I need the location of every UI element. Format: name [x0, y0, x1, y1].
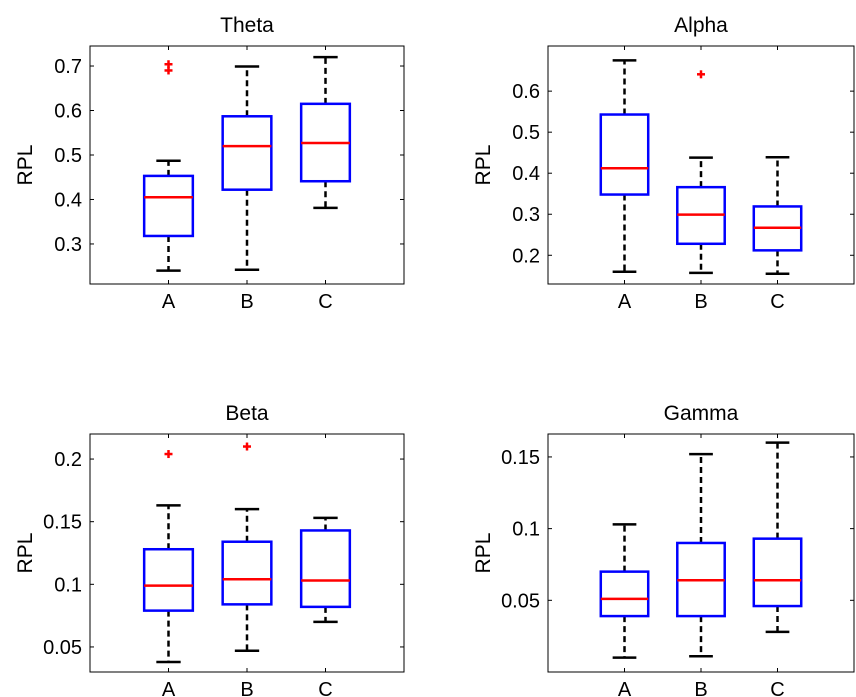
chart-0-xtick-label: B: [240, 291, 253, 313]
chart-2-xtick-label: C: [318, 679, 332, 697]
chart-3-ylabel: RPL: [472, 533, 495, 574]
chart-3-box: [599, 570, 650, 618]
chart-3-xtick-label: A: [618, 679, 632, 697]
chart-1-ylabel: RPL: [472, 145, 495, 186]
chart-3-title: Gamma: [664, 402, 739, 425]
chart-3-xtick-label: B: [694, 679, 707, 697]
chart-2-xtick-label: B: [240, 679, 253, 697]
chart-3-ytick-label: 0.05: [501, 590, 540, 612]
chart-0-ytick-label: 0.5: [54, 145, 82, 167]
chart-0-box: [142, 174, 195, 238]
chart-1-xtick-label: C: [770, 291, 784, 313]
chart-1-xtick-label: B: [694, 291, 707, 313]
chart-2-ytick-label: 0.2: [54, 449, 82, 471]
chart-1-title: Alpha: [674, 14, 728, 37]
chart-0-ylabel: RPL: [14, 145, 37, 186]
chart-2-xtick-label: A: [162, 679, 176, 697]
chart-1-box: [599, 113, 650, 196]
chart-1-ytick-label: 0.6: [512, 81, 540, 103]
chart-0-xtick-label: C: [318, 291, 332, 313]
chart-0-ytick-label: 0.6: [54, 101, 82, 123]
chart-2-ytick-label: 0.1: [54, 574, 82, 596]
chart-0-title: Theta: [220, 14, 274, 37]
chart-2-ytick-label: 0.15: [43, 512, 82, 534]
chart-2-ytick-label: 0.05: [43, 637, 82, 659]
chart-1-ytick-label: 0.2: [512, 245, 540, 267]
chart-2-ylabel: RPL: [14, 533, 37, 574]
chart-2-box: [221, 540, 273, 606]
chart-1-ytick-label: 0.4: [512, 163, 540, 185]
chart-3-ytick-label: 0.1: [512, 519, 540, 541]
chart-0-ytick-label: 0.7: [54, 56, 82, 78]
chart-0-box: [221, 115, 273, 191]
chart-3-box: [752, 537, 803, 608]
chart-1-ytick-label: 0.3: [512, 204, 540, 226]
chart-2-box: [299, 529, 352, 609]
chart-2-title: Beta: [225, 402, 269, 425]
chart-0-ytick-label: 0.4: [54, 189, 82, 211]
chart-0-ytick-label: 0.3: [54, 234, 82, 256]
chart-1-xtick-label: A: [618, 291, 632, 313]
chart-0-xtick-label: A: [162, 291, 176, 313]
chart-1-ytick-label: 0.5: [512, 122, 540, 144]
chart-3-ytick-label: 0.15: [501, 447, 540, 469]
chart-2-box: [142, 547, 195, 612]
chart-3-xtick-label: C: [770, 679, 784, 697]
